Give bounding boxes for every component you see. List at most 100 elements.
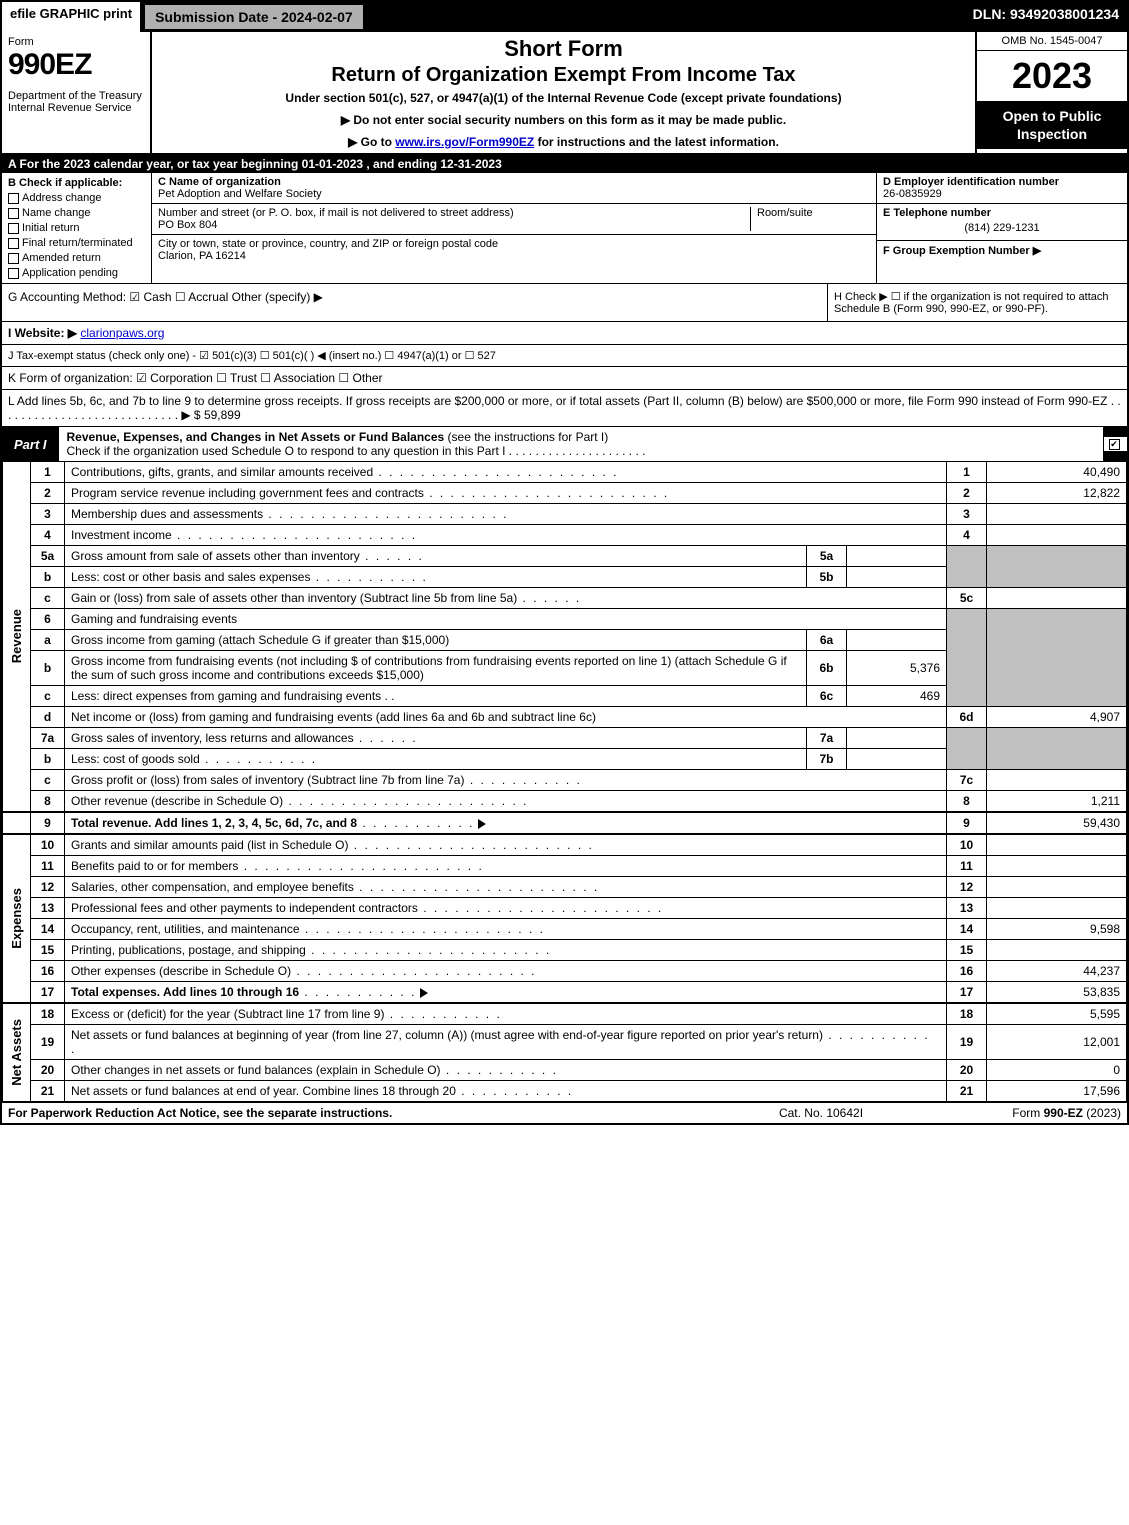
sub-5a: 5a [807,546,847,567]
ln-6a: a [31,630,65,651]
ln-5b: b [31,567,65,588]
footer-left: For Paperwork Reduction Act Notice, see … [8,1106,721,1120]
subv-6b: 5,376 [847,651,947,686]
i-website-row: I Website: ▶ clarionpaws.org [2,322,1127,345]
ln-5c: c [31,588,65,609]
spacer [366,2,965,32]
amt-7c [987,770,1127,791]
amt-2: 12,822 [987,483,1127,504]
part1-label: Part I [2,434,59,455]
netassets-side-label: Net Assets [9,1019,24,1086]
line-6a-desc: Gross income from gaming (attach Schedul… [65,630,807,651]
line-16-desc: Other expenses (describe in Schedule O) [65,961,947,982]
bcde-block: B Check if applicable: Address change Na… [2,173,1127,284]
rn-10: 10 [947,834,987,856]
chk-initial-return[interactable]: Initial return [8,222,145,234]
amt-16: 44,237 [987,961,1127,982]
ln-6c: c [31,686,65,707]
rn-4: 4 [947,525,987,546]
arrow-icon [478,819,486,829]
chk-address-change[interactable]: Address change [8,192,145,204]
amt-20: 0 [987,1060,1127,1081]
rn-6d: 6d [947,707,987,728]
rn-14: 14 [947,919,987,940]
shade-6-amt [987,609,1127,707]
part1-check[interactable] [1103,437,1127,451]
row-a-tax-year: A For the 2023 calendar year, or tax yea… [2,155,1127,173]
ln-2: 2 [31,483,65,504]
part1-table: Revenue 1 Contributions, gifts, grants, … [2,461,1127,1102]
rn-20: 20 [947,1060,987,1081]
rn-19: 19 [947,1025,987,1060]
line-9-desc: Total revenue. Add lines 1, 2, 3, 4, 5c,… [65,812,947,834]
amt-1: 40,490 [987,462,1127,483]
street-label: Number and street (or P. O. box, if mail… [158,207,514,219]
subv-7a [847,728,947,749]
ln-6: 6 [31,609,65,630]
line-3-desc: Membership dues and assessments [65,504,947,525]
opt-final: Final return/terminated [22,237,133,249]
title-short-form: Short Form [160,36,967,62]
ln-5a: 5a [31,546,65,567]
rn-12: 12 [947,877,987,898]
l-amount: 59,899 [204,408,241,422]
ssn-note: ▶ Do not enter social security numbers o… [160,113,967,127]
line-20-desc: Other changes in net assets or fund bala… [65,1060,947,1081]
d-row: D Employer identification number 26-0835… [877,173,1127,203]
rn-16: 16 [947,961,987,982]
chk-amended-return[interactable]: Amended return [8,252,145,264]
chk-name-change[interactable]: Name change [8,207,145,219]
rn-1: 1 [947,462,987,483]
under-section-text: Under section 501(c), 527, or 4947(a)(1)… [160,91,967,105]
efile-print-label[interactable]: efile GRAPHIC print [2,2,142,32]
phone-value: (814) 229-1231 [883,219,1121,237]
ln-10: 10 [31,834,65,856]
line-8-desc: Other revenue (describe in Schedule O) [65,791,947,813]
part1-title-row: Revenue, Expenses, and Changes in Net As… [59,427,1103,461]
sub-6a: 6a [807,630,847,651]
rn-3: 3 [947,504,987,525]
header-right: OMB No. 1545-0047 2023 Open to Public In… [977,32,1127,153]
room-suite: Room/suite [750,207,870,231]
street-value: PO Box 804 [158,219,217,231]
opt-name: Name change [22,207,91,219]
ln-7c: c [31,770,65,791]
title-return: Return of Organization Exempt From Incom… [160,64,967,87]
c-street-row: Number and street (or P. O. box, if mail… [152,204,876,235]
expenses-side: Expenses [3,834,31,1003]
amt-9: 59,430 [987,812,1127,834]
irs-link[interactable]: www.irs.gov/Form990EZ [395,135,534,149]
website-link[interactable]: clarionpaws.org [80,326,164,340]
amt-13 [987,898,1127,919]
line-6d-desc: Net income or (loss) from gaming and fun… [65,707,947,728]
line-1-desc: Contributions, gifts, grants, and simila… [65,462,947,483]
dln-label: DLN: 93492038001234 [965,2,1127,32]
line-12-desc: Salaries, other compensation, and employ… [65,877,947,898]
part1-header: Part I Revenue, Expenses, and Changes in… [2,427,1127,461]
ln-8: 8 [31,791,65,813]
form-number: 990EZ [8,48,144,82]
inspection-box: Open to Public Inspection [977,101,1127,149]
line-2-desc: Program service revenue including govern… [65,483,947,504]
footer-right: Form 990-EZ (2023) [921,1106,1121,1120]
col-c: C Name of organization Pet Adoption and … [152,173,877,283]
goto-pre: ▶ Go to [348,135,395,149]
chk-application-pending[interactable]: Application pending [8,267,145,279]
amt-10 [987,834,1127,856]
opt-address: Address change [22,192,102,204]
part1-title: Revenue, Expenses, and Changes in Net As… [67,430,445,444]
g-accounting-method: G Accounting Method: ☑ Cash ☐ Accrual Ot… [2,284,827,321]
j-tax-exempt-row: J Tax-exempt status (check only one) - ☑… [2,345,1127,367]
l-text: L Add lines 5b, 6c, and 7b to line 9 to … [8,394,1121,422]
form-label: Form [8,36,144,48]
sub-5b: 5b [807,567,847,588]
part1-sub: (see the instructions for Part I) [448,430,609,444]
c-name-row: C Name of organization Pet Adoption and … [152,173,876,204]
opt-amended: Amended return [22,252,101,264]
tax-year: 2023 [977,51,1127,101]
chk-final-return[interactable]: Final return/terminated [8,237,145,249]
subv-5a [847,546,947,567]
line-7c-desc: Gross profit or (loss) from sales of inv… [65,770,947,791]
sub-7a: 7a [807,728,847,749]
rn-11: 11 [947,856,987,877]
